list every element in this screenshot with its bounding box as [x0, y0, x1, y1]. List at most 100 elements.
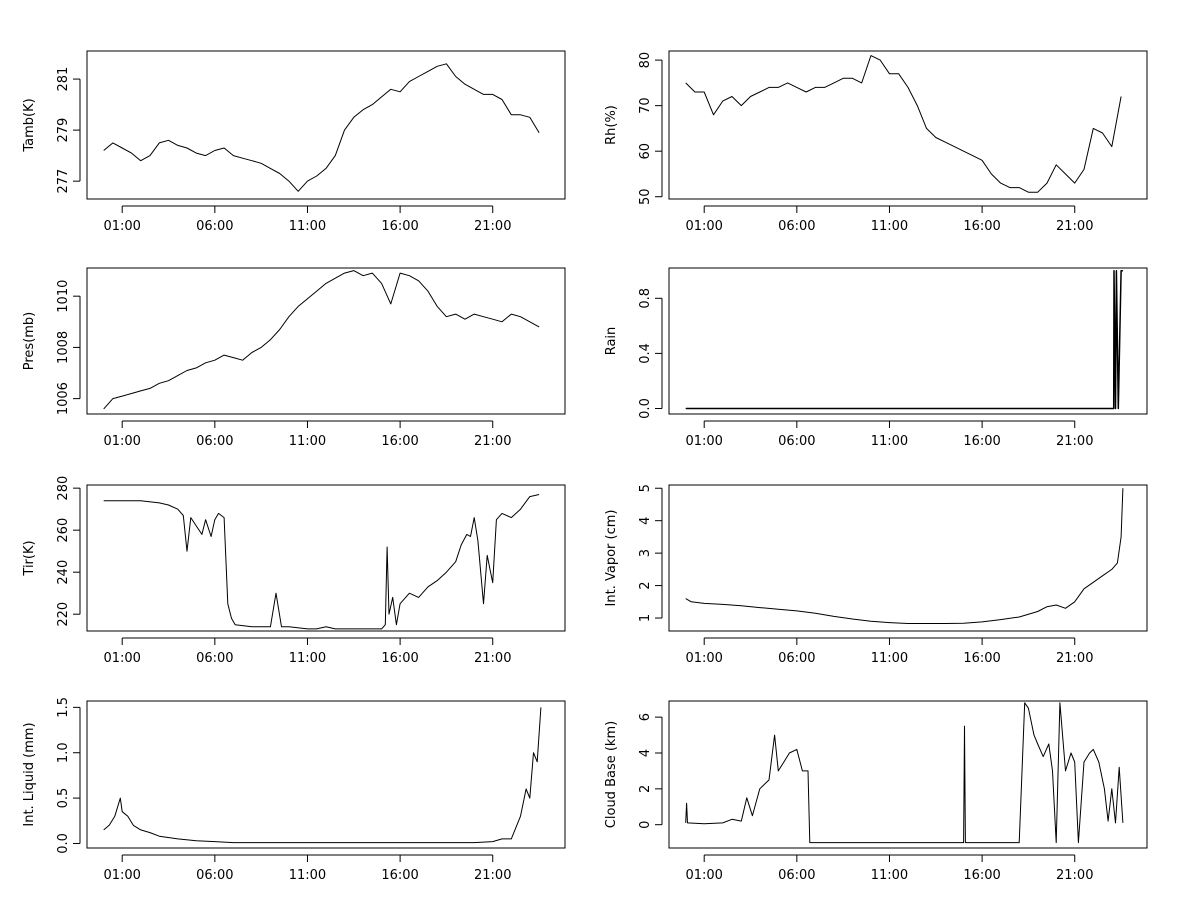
y-tick-label: 0.8: [638, 288, 653, 309]
x-tick-label: 21:00: [1056, 868, 1093, 883]
y-tick-label: 0.0: [638, 398, 653, 419]
series-line: [103, 494, 540, 630]
plot-frame: [86, 50, 566, 200]
x-tick-label: 06:00: [196, 219, 233, 234]
x-tick-label: 11:00: [289, 868, 326, 883]
x-tick-label: 01:00: [685, 434, 722, 449]
y-tick-label: 240: [56, 560, 71, 585]
y-tick-label: 60: [638, 143, 653, 160]
plot-frame: [668, 700, 1148, 849]
x-tick-label: 21:00: [474, 434, 511, 449]
y-tick-label: 1: [638, 614, 653, 622]
x-tick-label: 01:00: [685, 868, 722, 883]
y-axis-label: Tir(K): [22, 540, 37, 576]
x-tick-label: 11:00: [871, 434, 908, 449]
x-tick-label: 16:00: [963, 434, 1000, 449]
x-tick-label: 16:00: [963, 219, 1000, 234]
y-tick-label: 0.5: [56, 788, 71, 809]
x-tick-label: 11:00: [289, 219, 326, 234]
y-tick-label: 0.0: [56, 833, 71, 854]
x-tick-label: 01:00: [103, 651, 140, 666]
x-tick-label: 06:00: [778, 868, 815, 883]
series-line: [103, 63, 540, 192]
series-line: [685, 702, 1124, 844]
x-tick-label: 21:00: [474, 219, 511, 234]
y-tick-label: 80: [638, 52, 653, 69]
y-axis-label: Int. Vapor (cm): [604, 510, 619, 607]
x-tick-label: 01:00: [103, 434, 140, 449]
x-tick-label: 16:00: [381, 651, 418, 666]
x-tick-label: 06:00: [196, 868, 233, 883]
x-tick-label: 21:00: [1056, 651, 1093, 666]
panel-1: 01:00 06:00 11:00 16:00 21:00 277 279 281 Tamb(K…: [22, 50, 566, 234]
y-tick-label: 1.0: [56, 742, 71, 763]
x-tick-label: 11:00: [871, 868, 908, 883]
x-tick-label: 11:00: [289, 434, 326, 449]
y-tick-label: 4: [638, 749, 653, 757]
y-tick-label: 1.5: [56, 697, 71, 718]
y-axis-label: Rh(%): [604, 105, 619, 145]
y-tick-label: 6: [638, 713, 653, 721]
plot-frame: [86, 267, 566, 415]
y-tick-label: 260: [56, 518, 71, 543]
plot-frame: [86, 700, 566, 849]
panel-3: 01:00 06:00 11:00 16:00 21:00 1006 1008 1010 Pre…: [22, 267, 566, 449]
x-tick-label: 16:00: [381, 219, 418, 234]
y-tick-label: 2: [638, 581, 653, 589]
y-tick-label: 5: [638, 484, 653, 492]
y-tick-label: 1010: [56, 280, 71, 313]
y-tick-label: 279: [56, 118, 71, 143]
series-line: [103, 707, 542, 844]
y-tick-label: 3: [638, 549, 653, 557]
y-tick-label: 70: [638, 97, 653, 114]
y-axis-label: Pres(mb): [22, 312, 37, 371]
x-tick-label: 06:00: [778, 434, 815, 449]
y-axis-label: Tamb(K): [22, 98, 37, 152]
x-tick-label: 01:00: [685, 651, 722, 666]
x-tick-label: 16:00: [963, 868, 1000, 883]
series-line: [103, 270, 540, 410]
x-tick-label: 11:00: [289, 651, 326, 666]
x-tick-label: 06:00: [196, 651, 233, 666]
x-tick-label: 16:00: [381, 868, 418, 883]
y-tick-label: 220: [56, 602, 71, 627]
panel-5: 01:00 06:00 11:00 16:00 21:00 220 240 260 280 Tir…: [22, 476, 566, 666]
panel-8: 01:00 06:00 11:00 16:00 21:00 0 2 4 6 Cloud Base …: [604, 700, 1148, 883]
plot-frame: [668, 267, 1148, 415]
panel-2: 01:00 06:00 11:00 16:00 21:00 50 60 70 80 Rh(%): [604, 50, 1148, 234]
series-line: [685, 55, 1122, 193]
x-tick-label: 01:00: [103, 219, 140, 234]
plot-frame: [668, 50, 1148, 200]
x-tick-label: 21:00: [474, 868, 511, 883]
x-tick-label: 16:00: [381, 434, 418, 449]
x-tick-label: 11:00: [871, 219, 908, 234]
x-tick-label: 06:00: [196, 434, 233, 449]
y-tick-label: 1008: [56, 331, 71, 364]
y-axis-label: Int. Liquid (mm): [22, 722, 37, 826]
y-tick-label: 281: [56, 67, 71, 92]
panel-4: 01:00 06:00 11:00 16:00 21:00 0.0 0.4 0.8 Rain: [604, 267, 1148, 449]
y-tick-label: 0.4: [638, 343, 653, 364]
y-axis-label: Rain: [604, 327, 619, 356]
y-axis-label: Cloud Base (km): [604, 721, 619, 828]
x-tick-label: 21:00: [1056, 219, 1093, 234]
y-tick-label: 280: [56, 476, 71, 501]
plot-frame: [86, 484, 566, 632]
x-tick-label: 21:00: [1056, 434, 1093, 449]
x-tick-label: 11:00: [871, 651, 908, 666]
y-tick-label: 4: [638, 517, 653, 525]
x-tick-label: 21:00: [474, 651, 511, 666]
x-tick-label: 06:00: [778, 651, 815, 666]
y-tick-label: 1006: [56, 382, 71, 415]
x-tick-label: 16:00: [963, 651, 1000, 666]
panel-7: 01:00 06:00 11:00 16:00 21:00 0.0 0.5 1.0 1.5 Int…: [22, 697, 566, 883]
y-tick-label: 50: [638, 188, 653, 205]
x-tick-label: 01:00: [103, 868, 140, 883]
plot-frame: [668, 484, 1148, 632]
x-tick-label: 06:00: [778, 219, 815, 234]
y-tick-label: 277: [56, 169, 71, 194]
series-line: [685, 270, 1123, 410]
panel-6: 01:00 06:00 11:00 16:00 21:00 1 2 3 4 5 Int. Vapor…: [604, 484, 1148, 666]
series-line: [685, 488, 1124, 624]
